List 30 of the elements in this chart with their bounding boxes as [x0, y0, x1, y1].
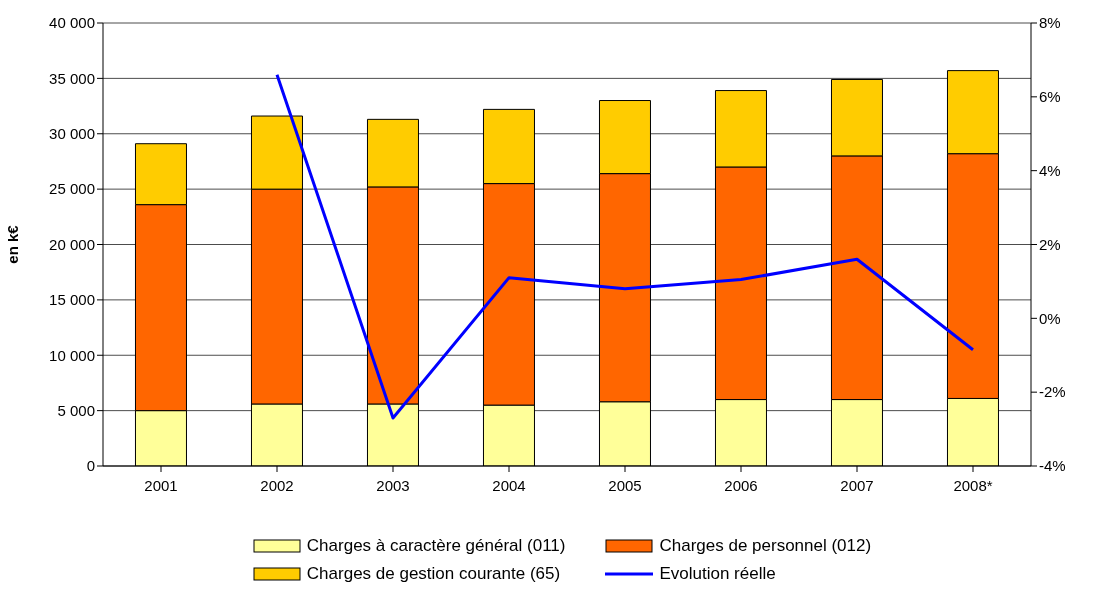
y-tick-label: 30 000: [49, 125, 95, 143]
legend-label: Evolution réelle: [659, 564, 776, 584]
y2-tick-label: -4%: [1039, 457, 1066, 475]
y-axis-title: en k€: [4, 224, 22, 264]
y2-tick-label: 8%: [1039, 14, 1061, 32]
y-tick-label: 15 000: [49, 291, 95, 309]
y-tick-label: 20 000: [49, 235, 95, 253]
x-tick-label: 2004: [492, 476, 526, 494]
y-tick-label: 40 000: [49, 14, 95, 32]
x-tick-label: 2008*: [953, 476, 993, 494]
legend-label: Charges à caractère général (011): [306, 536, 566, 556]
x-tick-label: 2006: [724, 476, 758, 494]
x-tick-label: 2002: [260, 476, 294, 494]
x-tick-label: 2007: [840, 476, 874, 494]
x-tick-label: 2003: [376, 476, 410, 494]
y-tick-label: 35 000: [49, 69, 95, 87]
y-tick-label: 5 000: [57, 401, 95, 419]
y-tick-label: 10 000: [49, 346, 95, 364]
y-tick-label: 0: [86, 457, 95, 475]
y2-tick-label: 4%: [1039, 161, 1061, 179]
y2-tick-label: -2%: [1039, 383, 1066, 401]
y2-tick-label: 6%: [1039, 88, 1061, 106]
legend-label: Charges de gestion courante (65): [306, 564, 561, 584]
y2-tick-label: 0%: [1039, 309, 1061, 327]
legend-label: Charges de personnel (012): [659, 536, 872, 556]
line-series: [275, 73, 975, 420]
y2-tick-label: 2%: [1039, 235, 1061, 253]
x-tick-label: 2005: [608, 476, 642, 494]
y-tick-label: 25 000: [49, 180, 95, 198]
x-tick-label: 2001: [144, 476, 178, 494]
